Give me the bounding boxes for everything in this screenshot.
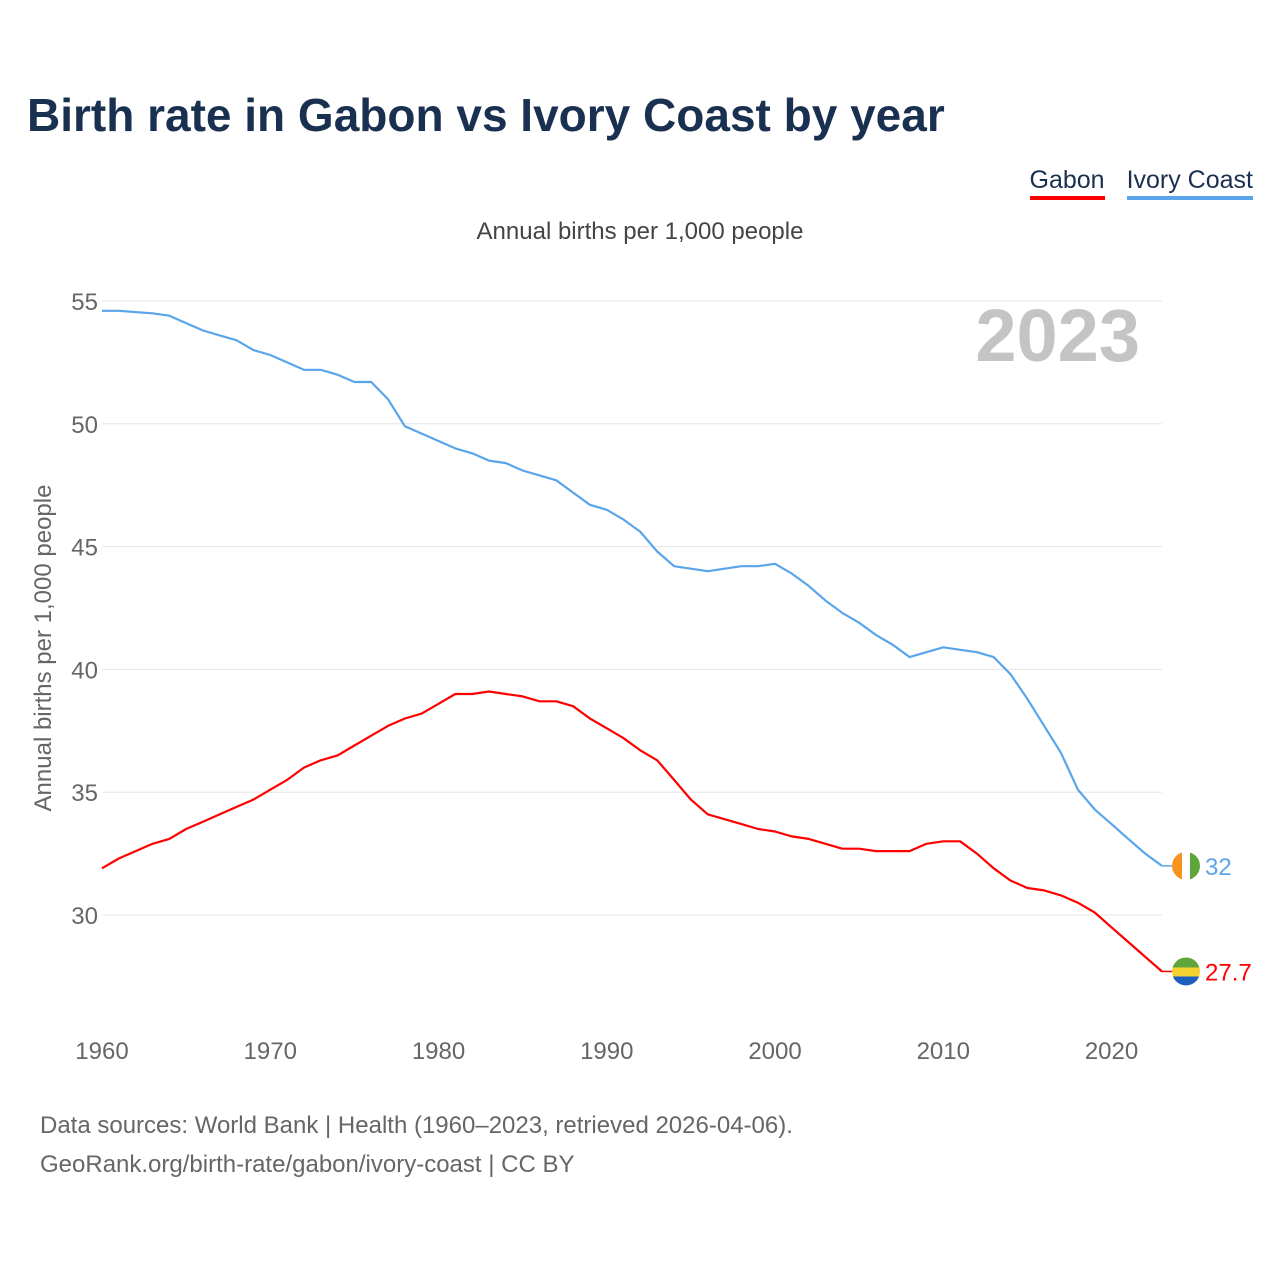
end-value-label: 27.7 (1205, 959, 1252, 986)
end-value-label: 32 (1205, 854, 1232, 881)
legend-gabon[interactable]: Gabon (1029, 166, 1105, 200)
y-tick-label: 45 (71, 535, 98, 562)
series-line-ivory-coast (102, 309, 1163, 867)
y-axis-label: Annual births per 1,000 people (30, 485, 57, 812)
y-tick-label: 50 (71, 412, 98, 439)
series-line-gabon (101, 690, 1163, 973)
footer: Data sources: World Bank | Health (1960–… (40, 1106, 793, 1184)
legend: Gabon Ivory Coast (1029, 166, 1253, 200)
y-tick-label: 55 (71, 289, 98, 316)
chart-subtitle: Annual births per 1,000 people (476, 218, 804, 245)
x-tick-label: 2020 (1085, 1038, 1138, 1065)
x-tick-label: 2010 (917, 1038, 970, 1065)
y-tick-label: 40 (71, 657, 98, 684)
footer-link[interactable]: GeoRank.org/birth-rate/gabon/ivory-coast… (40, 1151, 575, 1178)
x-tick-label: 1980 (412, 1038, 465, 1065)
year-watermark: 2023 (975, 294, 1140, 377)
chart-title: Birth rate in Gabon vs Ivory Coast by ye… (27, 89, 945, 141)
gabon-flag-icon (1172, 957, 1200, 986)
x-tick-label: 1960 (75, 1038, 128, 1065)
footer-sources: Data sources: World Bank | Health (1960–… (40, 1112, 793, 1139)
x-tick-label: 1990 (580, 1038, 633, 1065)
legend-ivory-coast[interactable]: Ivory Coast (1126, 166, 1253, 200)
ivory-coast-flag-icon (1172, 851, 1200, 880)
x-tick-label: 1970 (244, 1038, 297, 1065)
y-tick-label: 35 (71, 780, 98, 807)
y-tick-label: 30 (71, 903, 98, 930)
x-tick-label: 2000 (748, 1038, 801, 1065)
